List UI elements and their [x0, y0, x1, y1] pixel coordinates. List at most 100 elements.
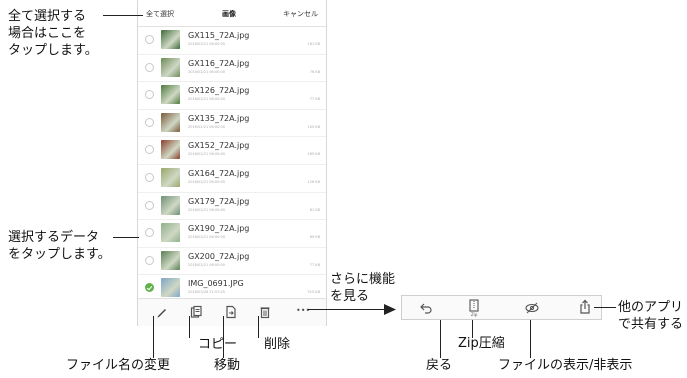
- callout-line: 他のアプリ: [618, 300, 684, 315]
- leader-line: [189, 316, 190, 338]
- arrow-head-icon: [384, 304, 396, 315]
- leader-line: [472, 320, 473, 338]
- leader-line: [530, 320, 531, 358]
- list-item[interactable]: GX164_72A.jpg 2016/02/21 06:00:00 128 KB: [138, 165, 326, 193]
- file-date: 2016/02/21 06:00:00: [188, 42, 226, 46]
- callout-line: 場合はここを: [8, 26, 87, 41]
- file-thumbnail: [161, 57, 180, 77]
- file-name: GX116_72A.jpg: [188, 58, 250, 68]
- file-size: 81 KB: [309, 207, 320, 212]
- select-radio[interactable]: [145, 35, 154, 44]
- select-all-button[interactable]: 全て選択: [146, 10, 174, 18]
- list-item[interactable]: GX152_72A.jpg 2016/02/21 06:00:00 165 KB: [138, 137, 326, 165]
- select-data-callout: 選択するデータ をタップします。: [8, 229, 111, 263]
- file-date: 2016/02/21 06:00:00: [188, 124, 226, 129]
- pencil-icon[interactable]: [155, 305, 169, 319]
- list-item[interactable]: GX115_72A.jpg 2016/02/21 06:00:00 161 KB: [138, 27, 326, 55]
- detail-toolbar: Zip: [401, 295, 602, 320]
- file-thumbnail: [161, 140, 180, 160]
- more-callout: さらに機能 を見る: [330, 271, 395, 305]
- list-item[interactable]: GX126_72A.jpg 2016/02/21 06:00:00 77 KB: [138, 82, 326, 110]
- phone-screen: 全て選択 画像 キャンセル GX115_72A.jpg 2016/02/21 06…: [137, 0, 327, 326]
- file-size: 105 KB: [307, 124, 321, 129]
- file-name: GX126_72A.jpg: [188, 86, 250, 96]
- rename-callout: ファイル名の変更: [66, 358, 171, 373]
- select-radio[interactable]: [145, 283, 154, 293]
- callout-line: さらに機能: [330, 272, 396, 287]
- share-icon[interactable]: [578, 299, 592, 315]
- file-size: 515 KB: [307, 290, 321, 295]
- arrow-line: [308, 309, 390, 310]
- callout-line: を見る: [330, 289, 370, 304]
- list-item[interactable]: GX200_72A.jpg 2016/02/21 06:00:00 77 KB: [138, 248, 326, 276]
- more-button[interactable]: •••: [296, 306, 311, 315]
- file-thumbnail: [161, 223, 180, 243]
- select-radio[interactable]: [145, 228, 154, 238]
- file-date: 2016/03/28 11:57:45: [188, 290, 226, 295]
- file-date: 2016/02/21 06:00:00: [188, 152, 226, 157]
- move-callout: 移動: [214, 358, 241, 373]
- file-thumbnail: [161, 167, 180, 187]
- callout-line: 選択するデータ: [8, 230, 100, 245]
- file-thumbnail: [161, 85, 180, 105]
- list-item[interactable]: GX179_72A.jpg 2016/02/21 06:00:00 81 KB: [138, 193, 326, 221]
- file-size: 161 KB: [307, 42, 321, 46]
- leader-line: [113, 237, 139, 238]
- select-radio[interactable]: [145, 172, 154, 182]
- zip-icon-label: Zip: [471, 312, 478, 317]
- select-radio[interactable]: [145, 62, 154, 72]
- file-size: 77 KB: [309, 97, 320, 102]
- file-name: GX152_72A.jpg: [188, 141, 250, 151]
- list-item[interactable]: IMG_0691.JPG 2016/03/28 11:57:45 515 KB: [138, 275, 326, 297]
- undo-icon[interactable]: [419, 301, 433, 315]
- file-name: GX164_72A.jpg: [188, 168, 250, 178]
- move-icon[interactable]: [224, 305, 238, 319]
- back-callout: 戻る: [426, 358, 453, 373]
- file-thumbnail: [161, 30, 180, 49]
- trash-icon[interactable]: [258, 305, 272, 319]
- select-radio[interactable]: [145, 200, 154, 210]
- copy-icon[interactable]: [189, 305, 203, 319]
- cancel-button[interactable]: キャンセル: [283, 10, 318, 18]
- file-date: 2016/02/21 06:00:00: [188, 179, 226, 184]
- select-radio[interactable]: [145, 145, 154, 155]
- file-thumbnail: [161, 250, 180, 270]
- toggle-visibility-callout: ファイルの表示/非表示: [498, 358, 633, 373]
- leader-line: [258, 316, 259, 338]
- copy-callout: コピー: [198, 337, 238, 352]
- file-date: 2016/02/21 06:00:00: [188, 235, 226, 240]
- file-name: GX190_72A.jpg: [188, 224, 250, 234]
- file-name: GX200_72A.jpg: [188, 251, 250, 261]
- file-size: 69 KB: [309, 235, 320, 240]
- file-size: 165 KB: [307, 152, 321, 157]
- callout-line: タップします。: [8, 43, 98, 58]
- leader-line: [223, 316, 224, 358]
- select-radio[interactable]: [145, 90, 154, 100]
- callout-line: で共有する: [618, 317, 684, 332]
- file-size: 77 KB: [309, 262, 320, 267]
- callout-line: をタップします。: [8, 247, 111, 262]
- zip-icon[interactable]: Zip: [467, 299, 481, 317]
- select-radio[interactable]: [145, 255, 154, 265]
- list-item[interactable]: GX135_72A.jpg 2016/02/21 06:00:00 105 KB: [138, 110, 326, 138]
- hide-icon[interactable]: [524, 301, 540, 315]
- leader-line: [153, 316, 154, 358]
- file-date: 2016/02/21 06:00:00: [188, 262, 226, 267]
- file-name: GX135_72A.jpg: [188, 113, 250, 123]
- file-list: GX115_72A.jpg 2016/02/21 06:00:00 161 KB GX…: [138, 27, 326, 297]
- list-item[interactable]: GX116_72A.jpg 2016/02/21 06:00:00 76 KB: [138, 55, 326, 83]
- file-name: IMG_0691.JPG: [188, 279, 244, 289]
- file-name: GX179_72A.jpg: [188, 196, 250, 206]
- leader-line: [440, 320, 441, 358]
- callout-line: 全て選択する: [8, 9, 87, 24]
- file-thumbnail: [161, 278, 180, 297]
- leader-line: [594, 307, 616, 308]
- share-callout: 他のアプリ で共有する: [618, 299, 683, 333]
- file-date: 2016/02/21 06:00:00: [188, 207, 226, 212]
- select-radio[interactable]: [145, 117, 154, 127]
- file-thumbnail: [161, 195, 180, 215]
- list-item[interactable]: GX190_72A.jpg 2016/02/21 06:00:00 69 KB: [138, 220, 326, 248]
- select-all-callout: 全て選択する 場合はここを タップします。: [8, 8, 98, 59]
- leader-line: [103, 15, 143, 16]
- file-date: 2016/02/21 06:00:00: [188, 97, 226, 102]
